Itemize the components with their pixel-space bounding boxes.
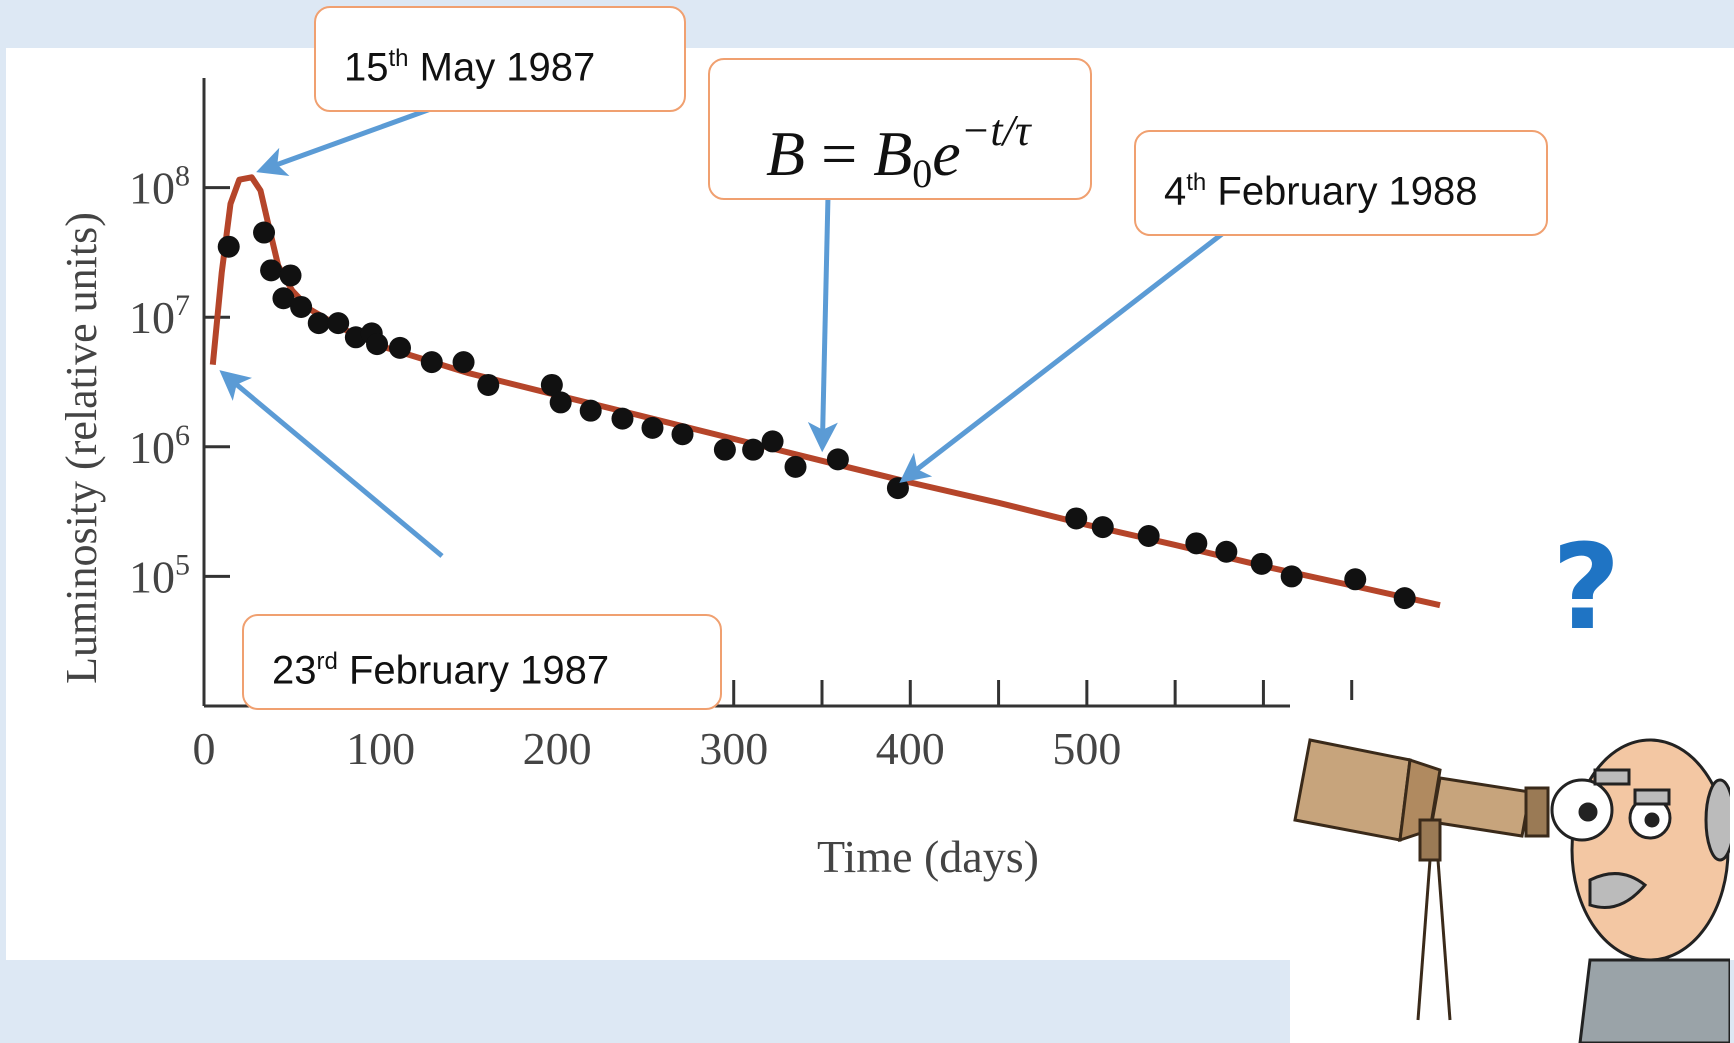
x-tick-label: 500: [1052, 723, 1121, 774]
equation-equals: =: [805, 118, 874, 189]
x-tick-label: 300: [699, 723, 768, 774]
data-point: [290, 295, 313, 318]
data-point: [826, 448, 849, 471]
data-point: [307, 312, 330, 335]
data-point: [549, 391, 572, 414]
data-point: [1137, 524, 1160, 547]
data-point: [1393, 587, 1416, 610]
data-point: [761, 430, 784, 453]
data-point: [1091, 516, 1114, 539]
data-point: [742, 438, 765, 461]
equation-base: B: [873, 118, 913, 189]
y-tick-label: 108: [129, 160, 190, 214]
equation-lhs: B: [766, 118, 806, 189]
cartoon-astronomer-illustration: [1290, 700, 1730, 1043]
callout-start-day: 23: [272, 648, 317, 693]
callout-start-month: February 1987: [337, 648, 610, 693]
callout-peak-month: May 1987: [408, 45, 596, 90]
equation-subscript: 0: [912, 151, 933, 196]
x-tick-label: 100: [346, 723, 415, 774]
callout-feb-1988: 4th February 1988: [1134, 130, 1548, 236]
equation-exponent: −t/τ: [960, 106, 1031, 155]
data-point: [641, 416, 664, 439]
data-point: [540, 373, 563, 396]
data-point: [388, 336, 411, 359]
callout-start-date: 23rd February 1987: [242, 614, 722, 710]
data-point: [1185, 532, 1208, 555]
astronomer-icon: [1550, 738, 1730, 1043]
callout-start-suffix: rd: [316, 648, 338, 675]
data-point: [452, 351, 475, 374]
data-point: [611, 407, 634, 430]
arrow-start: [219, 370, 444, 558]
x-tick-label: 400: [876, 723, 945, 774]
data-point: [1344, 568, 1367, 591]
axes: 0 100 200 300 400 500 108 107 106 105: [129, 78, 1440, 774]
data-point: [1280, 565, 1303, 588]
callout-peak-suffix: th: [388, 45, 409, 72]
data-points-layer: [217, 221, 1416, 610]
callout-peak-day: 15: [344, 45, 389, 90]
data-point: [217, 235, 240, 258]
x-tick-label: 0: [193, 723, 216, 774]
callout-date3-suffix: th: [1186, 169, 1207, 196]
data-point: [477, 373, 500, 396]
data-point: [1250, 552, 1273, 575]
data-point: [1065, 507, 1088, 530]
equation-callout: B = B0e−t/τ: [708, 58, 1092, 200]
data-point: [1215, 540, 1238, 563]
callout-date3-day: 4: [1164, 169, 1187, 214]
data-point: [366, 333, 389, 356]
arrow-date3: [899, 232, 1224, 483]
data-point: [420, 351, 443, 374]
callout-peak-date: 15th May 1987: [314, 6, 686, 112]
x-tick-label: 200: [523, 723, 592, 774]
chart-panel: 0 100 200 300 400 500 108 107 106 105 Time (days)…: [6, 6, 1734, 960]
data-point: [579, 399, 602, 422]
y-tick-label: 105: [129, 548, 190, 602]
question-mark: ?: [1552, 518, 1621, 656]
data-point: [713, 438, 736, 461]
arrow-fit: [807, 195, 838, 453]
data-point: [671, 423, 694, 446]
x-axis-label: Time (days): [817, 831, 1039, 882]
y-axis-label: Luminosity (relative units): [57, 212, 106, 684]
luminosity-chart: 0 100 200 300 400 500 108 107 106 105 Time (days)…: [57, 78, 1441, 882]
y-tick-label: 107: [129, 289, 190, 343]
callout-date3-month: February 1988: [1206, 169, 1478, 214]
data-point: [260, 259, 283, 282]
telescope-icon: [1293, 738, 1550, 1021]
data-point: [279, 264, 302, 287]
data-point: [327, 312, 350, 335]
y-tick-label: 106: [129, 419, 190, 473]
data-point: [272, 287, 295, 310]
annotation-arrows-layer: [219, 99, 1224, 558]
equation-e: e: [932, 118, 961, 189]
arrow-peak: [256, 99, 451, 177]
data-point: [253, 221, 276, 244]
data-point: [886, 477, 909, 500]
data-point: [784, 455, 807, 478]
